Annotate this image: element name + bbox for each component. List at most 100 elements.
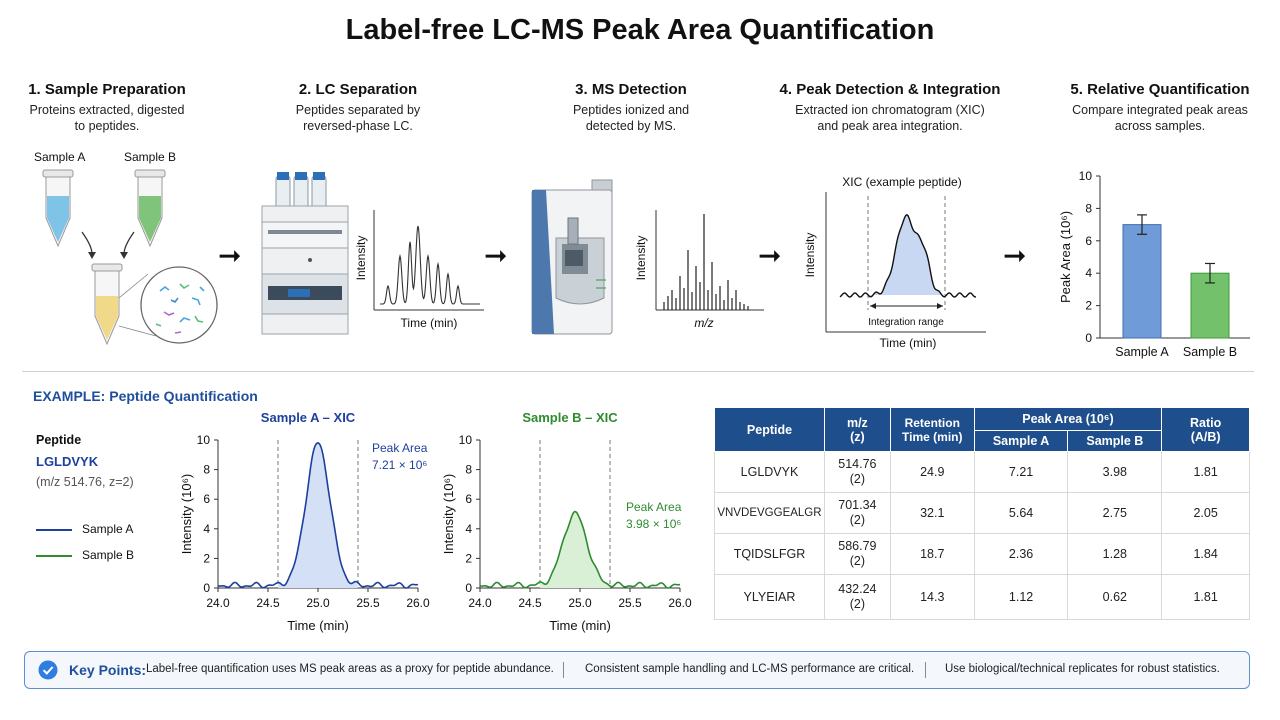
cell-rt: 18.7 (889, 533, 975, 575)
step-2-title: 2. LC Separation (298, 81, 418, 98)
cell-a: 5.64 (973, 492, 1069, 534)
flow-arrow-icon: ➞ (484, 240, 508, 271)
peptide-info: (m/z 514.76, z=2) (36, 475, 134, 489)
ms-xlabel: m/z (694, 316, 713, 330)
th-peptide: Peptide (714, 407, 825, 452)
section-divider (22, 371, 1254, 372)
step-5-desc: Compare integrated peak areas across sam… (1072, 103, 1248, 133)
step-3-title: 3. MS Detection (575, 81, 687, 98)
curve-arrow-icon (81, 231, 93, 255)
tube-a-icon (42, 169, 74, 248)
cell-rt: 24.9 (889, 451, 975, 493)
th-ratio: Ratio (A/B) (1161, 407, 1250, 452)
xic-y-tick-label: 10 (197, 433, 211, 447)
xic-y-tick-label: 4 (203, 522, 210, 536)
xic-trace (217, 442, 419, 589)
flow-arrow-icon: ➞ (1003, 240, 1027, 271)
xic-x-tick-label: 25.0 (568, 596, 592, 610)
lc-instrument-icon (261, 172, 349, 335)
integration-range-label: Integration range (868, 317, 944, 328)
flow-arrow-icon: ➞ (758, 240, 782, 271)
xic-y-tick-label: 8 (465, 463, 472, 477)
cell-mz: 514.76 (2) (823, 451, 891, 493)
xic-x-tick-label: 26.0 (406, 596, 430, 610)
xic-example-plot: XIC (example peptide) Intensity Time (mi… (803, 175, 986, 350)
xic-y-tick-label: 2 (203, 551, 210, 565)
xic-peak-area (540, 511, 610, 588)
cell-ratio: 1.81 (1161, 574, 1250, 620)
key-point-1: Label-free quantification uses MS peak a… (146, 663, 554, 675)
lc-trace (380, 225, 480, 305)
step-4-desc: Extracted ion chromatogram (XIC) and pea… (795, 103, 985, 133)
quantification-table: Peptide m/z (z) Retention Time (min) Pea… (714, 407, 1250, 620)
th-peak-area: Peak Area (10⁶) (973, 407, 1163, 431)
xic-xlabel: Time (min) (880, 336, 937, 350)
step-1-title: 1. Sample Preparation (28, 81, 186, 98)
step-4-title: 4. Peak Detection & Integration (779, 81, 1001, 98)
lc-ylabel: Intensity (354, 236, 368, 281)
annotation-label-a: Peak Area (372, 441, 428, 455)
legend-line-a (36, 529, 72, 531)
check-circle-icon (38, 660, 58, 680)
legend-label-b: Sample B (82, 548, 135, 562)
bar-category-label: Sample A (1115, 345, 1169, 359)
sample-a-label: Sample A (34, 150, 86, 164)
cell-b: 2.75 (1067, 492, 1163, 534)
xic-x-tick-label: 24.0 (468, 596, 492, 610)
sample-b-label: Sample B (124, 150, 177, 164)
bar-y-tick-label: 0 (1085, 331, 1092, 345)
cell-rt: 32.1 (889, 492, 975, 534)
annotation-value-b: 3.98 × 10⁶ (626, 517, 681, 531)
bar-y-tick-label: 8 (1085, 201, 1092, 215)
table-row: LGLDVYK 514.76 (2) 24.9 7.21 3.98 1.81 (714, 451, 1250, 493)
cell-a: 1.12 (973, 574, 1069, 620)
xic-y-tick-label: 2 (465, 551, 472, 565)
ms-spectrum: Intensity m/z (634, 210, 764, 330)
cell-mz: 432.24 (2) (823, 574, 891, 620)
xic-x-tick-label: 26.0 (668, 596, 692, 610)
key-point-separator (925, 662, 926, 678)
bar-y-label: Peak Area (10⁶) (1058, 211, 1073, 303)
bar-y-tick-label: 4 (1085, 266, 1092, 280)
xic-y-tick-label: 0 (465, 581, 472, 595)
key-points-box: Key Points: Label-free quantification us… (24, 651, 1250, 689)
xic-y-tick-label: 8 (203, 463, 210, 477)
xic-y-label: Intensity (10⁶) (441, 474, 456, 555)
bar-y-tick-label: 6 (1085, 234, 1092, 248)
step-2-desc: Peptides separated by reversed-phase LC. (295, 103, 421, 133)
ms-ylabel: Intensity (634, 236, 648, 281)
tube-b-icon (134, 169, 166, 248)
xic-x-tick-label: 25.5 (618, 596, 642, 610)
th-sample-b: Sample B (1067, 430, 1163, 452)
cell-mz: 701.34 (2) (823, 492, 891, 534)
cell-rt: 14.3 (889, 574, 975, 620)
xic-integrated-area (868, 214, 945, 297)
key-points-label: Key Points: (69, 662, 147, 678)
sample-a-xic-chart: Sample A – XIC 0 2 4 6 8 10 24.0 24.5 25.0 25.5 26.… (179, 410, 430, 633)
key-point-3: Use biological/technical replicates for … (945, 663, 1220, 675)
xic-y-tick-label: 6 (203, 492, 210, 506)
key-point-2: Consistent sample handling and LC-MS per… (585, 663, 915, 675)
cell-b: 3.98 (1067, 451, 1163, 493)
cell-mz: 586.79 (2) (823, 533, 891, 575)
cell-b: 1.28 (1067, 533, 1163, 575)
cell-peptide: YLYEIAR (714, 574, 825, 620)
bar-y-tick-label: 10 (1079, 169, 1093, 183)
key-point-separator (563, 662, 564, 678)
legend-label-a: Sample A (82, 522, 134, 536)
ms-instrument-icon (531, 179, 613, 335)
relative-quant-bar-chart: 0 2 4 6 8 10 Peak Area (10⁶) Sample A Sample B (1058, 169, 1250, 359)
xic-x-label: Time (min) (549, 618, 611, 633)
cell-ratio: 2.05 (1161, 492, 1250, 534)
cell-peptide: LGLDVYK (714, 451, 825, 493)
page-title: Label-free LC-MS Peak Area Quantificatio… (345, 14, 935, 46)
xic-title: XIC (example peptide) (842, 175, 961, 189)
table-row: VNVDEVGGEALGR 701.34 (2) 32.1 5.64 2.75 … (714, 492, 1250, 534)
annotation-value-a: 7.21 × 10⁶ (372, 458, 427, 472)
peptide-label: Peptide (36, 433, 82, 447)
step-3-desc: Peptides ionized and detected by MS. (572, 103, 690, 133)
table-row: YLYEIAR 432.24 (2) 14.3 1.12 0.62 1.81 (714, 574, 1250, 620)
xic-peak-area (278, 442, 358, 588)
lc-xlabel: Time (min) (401, 316, 458, 330)
th-retention: Retention Time (min) (889, 407, 975, 452)
